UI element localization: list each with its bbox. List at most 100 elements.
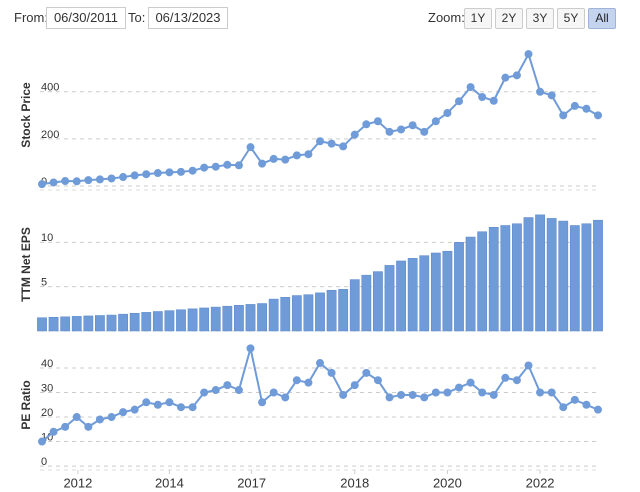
point xyxy=(594,111,602,120)
zoom-button[interactable]: 3Y xyxy=(526,8,554,29)
point xyxy=(211,162,220,171)
point xyxy=(339,142,348,151)
point xyxy=(269,154,278,163)
bar xyxy=(37,317,47,332)
bar xyxy=(338,289,349,332)
point xyxy=(188,166,197,175)
point xyxy=(524,50,533,59)
point xyxy=(373,376,382,385)
point xyxy=(49,178,58,187)
bar xyxy=(291,295,302,332)
x-tick-label: 2018 xyxy=(340,475,369,490)
point xyxy=(582,400,591,409)
bar xyxy=(106,314,117,332)
y-axis-label: TTM Net EPS xyxy=(19,227,33,302)
bar xyxy=(373,271,383,332)
point xyxy=(373,117,382,126)
point xyxy=(142,170,151,179)
from-label: From: xyxy=(14,10,48,25)
point xyxy=(362,120,371,129)
to-input[interactable]: 06/13/2023 xyxy=(148,7,228,29)
y-tick-label: 5 xyxy=(41,277,47,289)
zoom-button[interactable]: 2Y xyxy=(495,8,523,29)
point xyxy=(327,139,336,148)
point xyxy=(269,388,278,397)
bar xyxy=(48,317,59,332)
bar xyxy=(234,305,244,332)
bar xyxy=(118,313,128,332)
bar xyxy=(199,307,210,332)
point xyxy=(501,373,510,382)
point xyxy=(570,395,579,404)
bar xyxy=(430,252,441,332)
y-tick-label: 0 xyxy=(41,456,47,468)
y-axis-label: PE Ratio xyxy=(19,380,33,429)
x-tick-label: 2020 xyxy=(433,475,462,490)
from-input[interactable]: 06/30/2011 xyxy=(46,7,126,29)
point xyxy=(177,403,185,412)
bar xyxy=(326,289,337,332)
point xyxy=(304,378,313,387)
point xyxy=(142,398,151,407)
zoom-button[interactable]: 5Y xyxy=(557,8,585,29)
point xyxy=(107,413,116,422)
bar xyxy=(210,306,221,332)
y-tick-label: 40 xyxy=(41,358,53,370)
y-tick-label: 10 xyxy=(41,232,53,244)
x-tick-label: 2014 xyxy=(155,475,184,490)
point xyxy=(281,155,290,164)
point xyxy=(61,422,70,431)
point xyxy=(559,403,568,412)
x-tick-label: 2017 xyxy=(237,475,266,490)
point xyxy=(582,104,591,113)
point xyxy=(49,427,58,436)
point xyxy=(420,393,429,402)
bar xyxy=(349,279,360,332)
bar xyxy=(442,250,453,332)
bar xyxy=(593,219,603,332)
bar xyxy=(419,255,430,332)
point xyxy=(316,359,324,368)
y-tick-label: 30 xyxy=(41,382,53,394)
bar xyxy=(303,294,314,332)
point xyxy=(200,163,209,172)
point xyxy=(327,368,336,377)
bar xyxy=(477,231,488,332)
point xyxy=(223,160,232,169)
bar xyxy=(245,304,256,332)
bar xyxy=(546,218,557,332)
zoom-button[interactable]: All xyxy=(588,8,616,29)
point xyxy=(455,97,463,106)
point xyxy=(84,176,93,185)
bar xyxy=(257,303,267,332)
bar xyxy=(60,316,71,332)
point xyxy=(72,413,81,422)
point xyxy=(362,368,371,377)
bar xyxy=(396,260,406,332)
point xyxy=(443,108,452,117)
point xyxy=(501,73,510,82)
point xyxy=(304,150,313,159)
point xyxy=(524,361,533,370)
point xyxy=(223,381,232,390)
point xyxy=(478,92,487,101)
point xyxy=(478,388,487,397)
point xyxy=(385,393,394,402)
point xyxy=(339,390,348,399)
point xyxy=(188,403,197,412)
point xyxy=(246,344,255,353)
x-tick-label: 2022 xyxy=(526,475,555,490)
point xyxy=(559,111,568,120)
point xyxy=(489,390,498,399)
point xyxy=(234,161,243,170)
y-tick-label: 400 xyxy=(41,82,59,94)
bar xyxy=(512,223,522,332)
bar xyxy=(454,242,464,332)
point xyxy=(489,96,498,105)
point xyxy=(512,376,521,385)
y-tick-label: 200 xyxy=(41,129,59,141)
point xyxy=(177,167,185,176)
point xyxy=(431,117,440,126)
zoom-button[interactable]: 1Y xyxy=(464,8,492,29)
bar xyxy=(558,220,569,332)
